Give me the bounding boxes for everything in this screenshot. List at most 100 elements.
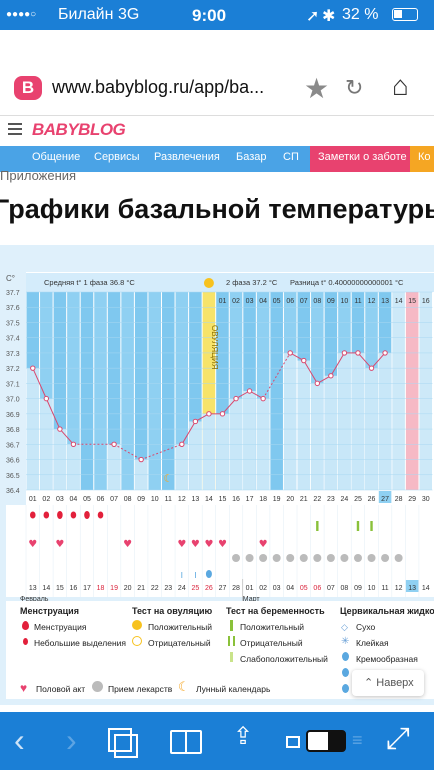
chart-top-day-label: 06 (286, 298, 294, 305)
chart-top-day-label: 11 (354, 298, 361, 305)
calendar-day: 13 (29, 585, 37, 592)
main-nav: Общение Сервисы Развлечения Базар СП Зам… (0, 146, 434, 172)
bookmark-star-icon[interactable]: ★ (304, 73, 330, 104)
medication-pill (326, 554, 335, 562)
calendar-day: 24 (178, 585, 186, 592)
chart-value-bar (202, 413, 216, 490)
creamy-icon (342, 652, 349, 661)
chart-x-tick: 14 (205, 496, 213, 503)
calendar-day: 10 (368, 585, 376, 592)
chart-x-tick: 15 (219, 496, 227, 503)
nav-item-obshchenie[interactable]: Общение (32, 151, 81, 163)
chart-y-tick: 37.1 (6, 381, 20, 388)
calendar-day: 04 (286, 585, 294, 592)
calendar-day: 13 (408, 585, 416, 592)
bluetooth-icon: ✱ (322, 8, 336, 25)
medication-pill (245, 554, 254, 562)
nav-extra-tab[interactable]: Ко (410, 146, 434, 172)
chart-point (328, 373, 334, 379)
chart-x-tick: 03 (56, 496, 64, 503)
status-bar: ●●●●○ Билайн 3G 9:00 ➚ ✱ 32 % (0, 0, 434, 30)
calendar-day: 16 (70, 585, 78, 592)
forward-icon[interactable]: › (66, 722, 77, 758)
intercourse-heart: ♥ (28, 539, 37, 550)
chart-point (246, 388, 253, 394)
chart-x-tick: 25 (354, 496, 362, 503)
legend-lunar: Лунный календарь (196, 684, 271, 694)
legend-medication: Прием лекарств (108, 684, 173, 694)
chart-top-day-label: 12 (368, 298, 376, 305)
intercourse-heart: ♥ (123, 539, 132, 550)
calendar-day: 22 (151, 585, 159, 592)
breadcrumb[interactable]: Приложения (0, 168, 77, 183)
chart-point (43, 395, 50, 402)
heart-icon: ♥ (20, 681, 28, 695)
chart-x-tick: 27 (381, 496, 389, 503)
reader-icon[interactable] (286, 736, 300, 748)
nav-highlight-tab[interactable]: Заметки о заботе (310, 146, 410, 172)
intercourse-heart: ♥ (55, 539, 64, 550)
nav-item-razvlecheniya[interactable]: Развлечения (154, 151, 220, 163)
pregnancy-negative-icon-b (233, 636, 235, 646)
chart-value-bar (324, 375, 338, 490)
pregnancy-negative-icon-a (228, 636, 230, 646)
tabs-icon[interactable] (108, 728, 132, 752)
intercourse-heart: ♥ (218, 539, 227, 550)
chart-today-cell (378, 491, 392, 503)
chart-value-bar (283, 352, 297, 490)
calendar-day: 27 (219, 585, 227, 592)
bbt-chart: 37.7 37.6 37.5 37.4 37.3 37.2 37.1 37.0 36.9 36.8… (6, 272, 434, 699)
chart-point (206, 411, 212, 417)
chart-top-day-label: 01 (219, 298, 227, 305)
mode-toggle[interactable] (306, 730, 346, 752)
drop-icon (22, 621, 29, 630)
phase2-text: 2 фаза 37.2 °C (226, 278, 278, 287)
nav-item-servisy[interactable]: Сервисы (94, 151, 140, 163)
list-icon[interactable]: ≡ (352, 730, 363, 750)
back-to-top-button[interactable]: ⌃ Наверх (352, 670, 424, 696)
reload-icon[interactable]: ↻ (345, 75, 364, 100)
calendar-day: 09 (354, 585, 362, 592)
fullscreen-icon[interactable]: ⤢ (386, 722, 410, 755)
nav-item-sp[interactable]: СП (283, 151, 299, 163)
chart-y-tick: 37.7 (6, 290, 20, 297)
chart-value-bar (189, 421, 202, 490)
chart-y-tick: 37.2 (6, 366, 20, 373)
chart-top-day-label: 04 (259, 298, 267, 305)
chart-value-bar (107, 444, 121, 490)
menu-icon[interactable] (8, 123, 22, 135)
chart-x-tick: 30 (422, 496, 430, 503)
chart-day-column (80, 292, 94, 490)
url-text[interactable]: www.babyblog.ru/app/ba... (52, 77, 265, 97)
chart-point (179, 441, 185, 448)
chart-y-tick: 37.3 (6, 351, 20, 358)
calendar-day: 23 (164, 585, 172, 592)
dry-icon: ◇ (341, 622, 348, 632)
nav-item-bazar[interactable]: Базар (236, 151, 267, 163)
chart-point (57, 426, 63, 432)
chart-x-tick: 26 (368, 496, 376, 503)
chart-line-segment (181, 421, 196, 445)
calendar-day: 03 (273, 585, 281, 592)
chart-day-column (392, 292, 405, 490)
tabs-icon-back (114, 734, 138, 758)
url-bar[interactable] (0, 60, 434, 116)
sticky-icon: ✳ (341, 636, 350, 647)
chart-day-column (121, 292, 134, 490)
legend-menstruation-title: Менструация (20, 606, 79, 616)
chart-x-tick: 23 (327, 496, 335, 503)
bookmarks-icon[interactable] (170, 730, 202, 754)
back-icon[interactable]: ‹ (14, 722, 25, 758)
chart-line-segment (371, 352, 386, 369)
chart-y-tick: 37.6 (6, 305, 20, 312)
legend-cervical-title: Цервикальная жидкость (340, 606, 434, 616)
signal-icon: ●●●●○ (6, 9, 37, 20)
browser-top (0, 30, 434, 60)
share-icon[interactable]: ⇪ (233, 723, 254, 750)
chart-y-tick: 36.4 (6, 488, 20, 495)
site-logo[interactable]: BABYBLOG (32, 120, 126, 139)
home-icon[interactable]: ⌂ (392, 70, 409, 101)
intercourse-heart: ♥ (191, 539, 200, 550)
medication-pill (299, 554, 308, 562)
chart-point (30, 365, 36, 371)
